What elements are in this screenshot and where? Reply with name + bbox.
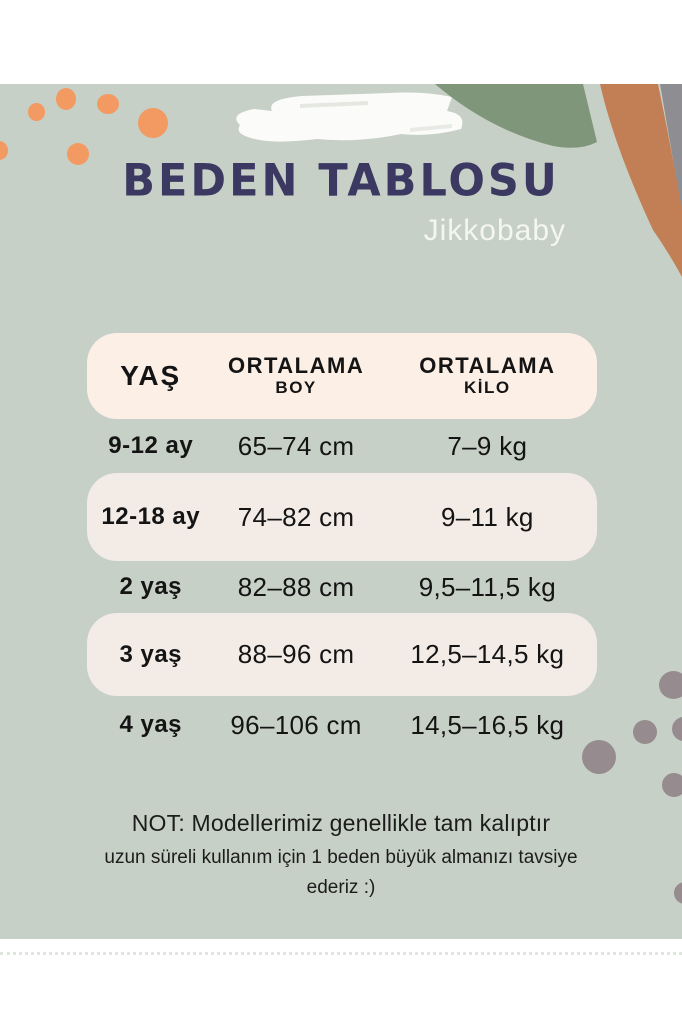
table-row: 2 yaş 82–88 cm 9,5–11,5 kg — [87, 561, 597, 613]
page-title: BEDEN TABLOSU — [122, 155, 560, 207]
sizing-note: NOT: Modellerimiz genellikle tam kalıptı… — [0, 810, 682, 899]
gray-dot — [662, 773, 682, 797]
orange-dot — [67, 143, 89, 165]
weight-cell: 14,5–16,5 kg — [410, 709, 565, 740]
header-cell-age: YAŞ — [87, 360, 215, 392]
height-cell: 96–106 cm — [230, 709, 362, 740]
header-cell-height: ORTALAMA BOY — [215, 353, 378, 399]
gray-dot — [672, 717, 682, 741]
table-row: 4 yaş 96–106 cm 14,5–16,5 kg — [87, 696, 597, 754]
column-label: YAŞ — [120, 359, 182, 391]
table-row: 12-18 ay 74–82 cm 9–11 kg — [87, 473, 597, 561]
orange-dot — [0, 141, 8, 160]
weight-cell: 12,5–14,5 kg — [410, 639, 565, 669]
table-row: 3 yaş 88–96 cm 12,5–14,5 kg — [87, 613, 597, 696]
gray-dot — [582, 740, 616, 774]
height-cell: 65–74 cm — [237, 430, 355, 461]
orange-dot — [56, 88, 76, 110]
orange-dot — [28, 103, 45, 121]
green-arc-shape — [435, 84, 597, 148]
orange-dot — [97, 94, 119, 114]
weight-cell: 9,5–11,5 kg — [418, 571, 556, 602]
age-cell: 2 yaş — [119, 573, 183, 600]
column-sublabel: KİLO — [464, 378, 511, 398]
perforation-dots — [0, 952, 682, 955]
orange-dot — [138, 108, 168, 138]
age-cell: 9-12 ay — [108, 432, 194, 459]
height-cell: 74–82 cm — [237, 501, 355, 532]
poster-content: BEDEN TABLOSU Jikkobaby YAŞ ORTALAMA BOY… — [0, 84, 682, 939]
table-row: 9-12 ay 65–74 cm 7–9 kg — [87, 419, 597, 473]
height-cell: 82–88 cm — [237, 571, 355, 602]
weight-cell: 9–11 kg — [440, 501, 534, 532]
terracotta-stripe — [600, 84, 682, 277]
table-header-row: YAŞ ORTALAMA BOY ORTALAMA KİLO — [87, 333, 597, 419]
age-cell: 3 yaş — [119, 640, 183, 668]
column-sublabel: BOY — [275, 378, 317, 398]
gray-dot — [659, 671, 682, 699]
age-cell: 12-18 ay — [101, 503, 201, 530]
note-line: ederiz :) — [306, 877, 376, 898]
height-cell: 88–96 cm — [237, 639, 355, 669]
brush-stroke-streak — [410, 124, 452, 132]
column-label: ORTALAMA — [419, 353, 556, 379]
gray-dot — [633, 720, 657, 744]
decorative-shapes — [236, 84, 682, 277]
bottom-white-band — [0, 939, 682, 1024]
header-cell-weight: ORTALAMA KİLO — [378, 353, 597, 399]
note-line: NOT: Modellerimiz genellikle tam kalıptı… — [131, 810, 551, 836]
weight-cell: 7–9 kg — [447, 430, 528, 461]
brand-name: Jikkobaby — [423, 214, 566, 247]
brush-stroke-shape — [236, 92, 463, 142]
size-table: YAŞ ORTALAMA BOY ORTALAMA KİLO 9-12 ay 6… — [87, 333, 597, 754]
brush-stroke-streak — [300, 101, 368, 108]
age-cell: 4 yaş — [119, 711, 183, 738]
note-line: uzun süreli kullanım için 1 beden büyük … — [104, 847, 578, 868]
column-label: ORTALAMA — [227, 353, 365, 379]
gray-dot — [674, 882, 682, 904]
